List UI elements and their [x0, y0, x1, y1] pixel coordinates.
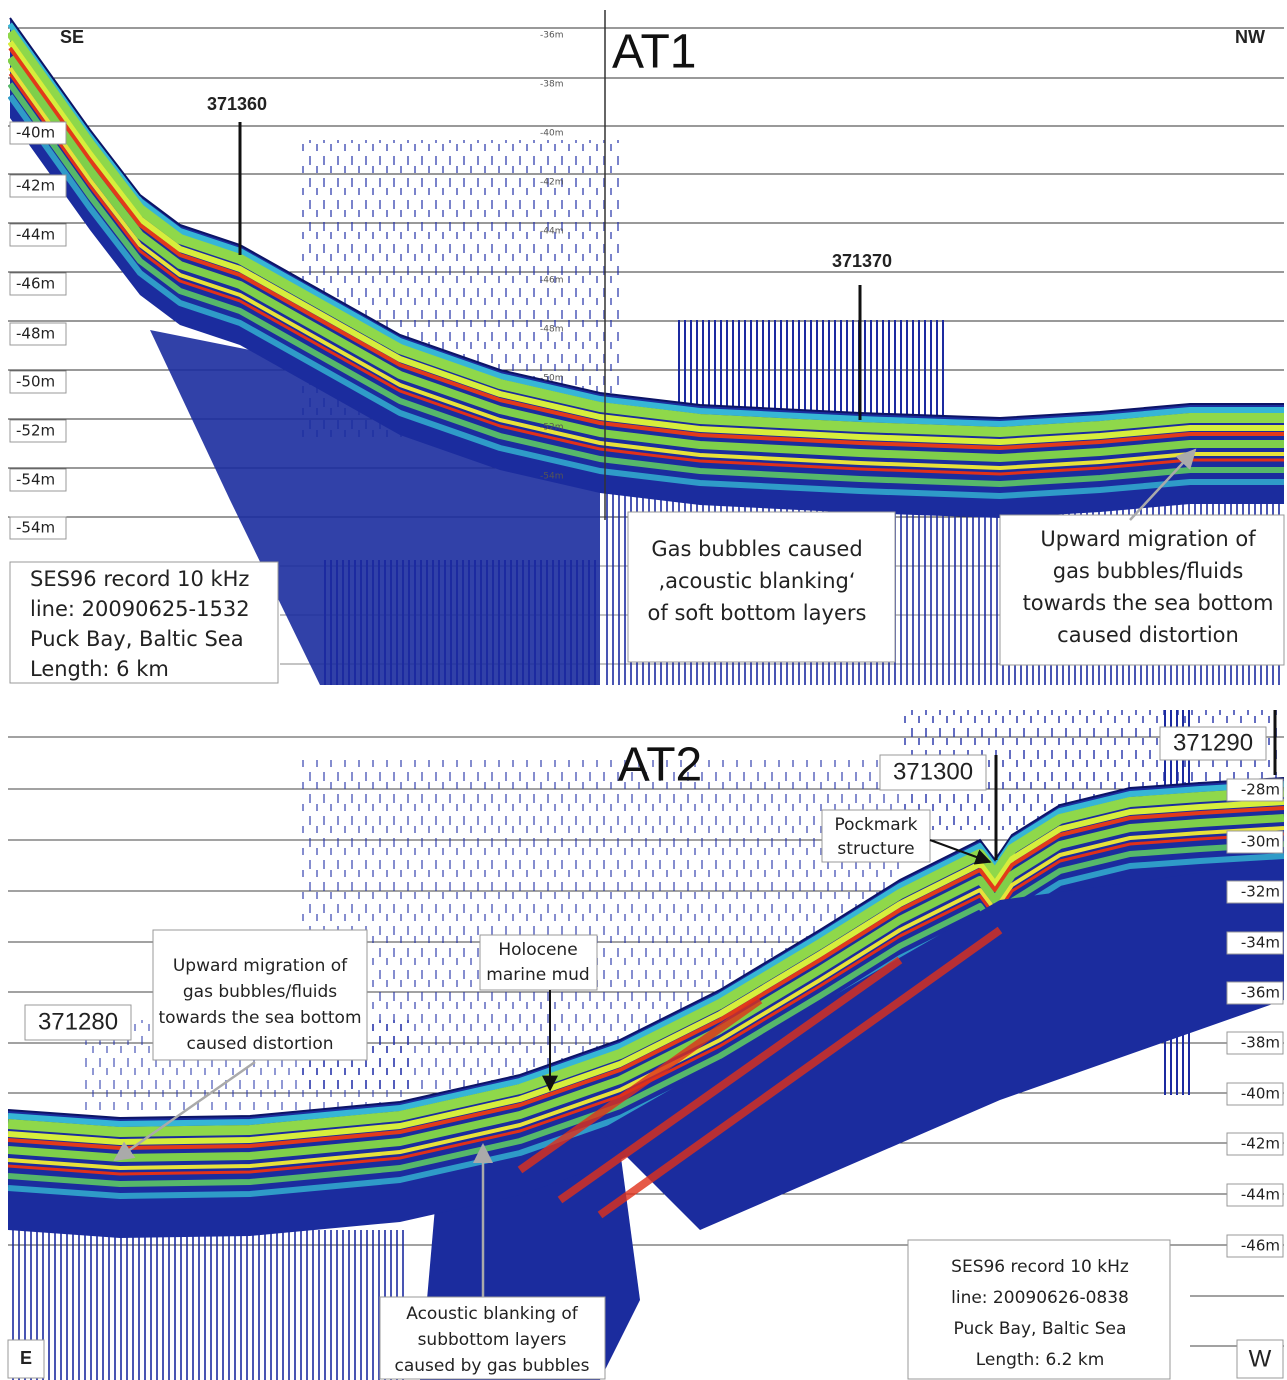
inner-depth-label: -52m [540, 423, 563, 433]
depth-label: -50m [16, 373, 55, 391]
annotation-line: caused distortion [1057, 623, 1239, 647]
marker-label: 371280 [38, 1008, 118, 1035]
annotation-line: Upward migration of [1040, 527, 1256, 551]
panel-title: AT1 [612, 26, 696, 79]
depth-label: -32m [1241, 883, 1280, 901]
depth-label: -42m [16, 177, 55, 195]
depth-label: -40m [1241, 1085, 1280, 1103]
inner-depth-label: -40m [540, 129, 563, 139]
depth-label: -30m [1241, 833, 1280, 851]
annotation-line: Length: 6.2 km [976, 1350, 1105, 1370]
inner-depth-label: -54m [540, 472, 563, 482]
annotation-line: of soft bottom layers [648, 601, 867, 625]
depth-label: -42m [1241, 1135, 1280, 1153]
annotation-line: structure [837, 839, 914, 859]
depth-label: -44m [1241, 1186, 1280, 1204]
inner-depth-label: -46m [540, 276, 563, 286]
depth-label: -34m [1241, 934, 1280, 952]
annotation-line: Acoustic blanking of [406, 1304, 578, 1324]
depth-label: -44m [16, 226, 55, 244]
annotation-line: Puck Bay, Baltic Sea [30, 627, 244, 651]
annotation-line: Gas bubbles caused [651, 537, 862, 561]
annotation-line: caused by gas bubbles [395, 1356, 590, 1376]
depth-label: -46m [16, 275, 55, 293]
depth-label: -46m [1241, 1237, 1280, 1255]
annotation-line: towards the sea bottom [158, 1008, 361, 1028]
annotation-line: gas bubbles/fluids [1053, 559, 1244, 583]
inner-depth-label: -42m [540, 178, 563, 188]
annotation-line: towards the sea bottom [1023, 591, 1274, 615]
annotation-line: Length: 6 km [30, 657, 169, 681]
annotation-line: Puck Bay, Baltic Sea [954, 1319, 1127, 1339]
annotation-line: Pockmark [834, 815, 917, 835]
marker-label: 371290 [1173, 729, 1253, 756]
direction-label: SE [60, 27, 84, 47]
inner-depth-label: -50m [540, 374, 563, 384]
annotation-line: line: 20090625-1532 [30, 597, 250, 621]
blanking [8, 1230, 408, 1380]
annotation-line: gas bubbles/fluids [183, 982, 337, 1002]
figure: -36m -38m -40m -42m -44m -46m -48m -50m -52m -54m… [0, 0, 1287, 1380]
annotation-line: subbottom layers [418, 1330, 567, 1350]
annotation-line: Holocene [498, 940, 577, 960]
annotation-line: marine mud [486, 965, 589, 985]
inner-depth-label: -48m [540, 325, 563, 335]
noise [320, 560, 600, 685]
depth-label: -48m [16, 325, 55, 343]
direction-label: NW [1235, 27, 1265, 47]
panel-title: AT2 [618, 739, 702, 792]
marker-label: 371370 [832, 251, 892, 271]
annotation-line: SES96 record 10 kHz [951, 1257, 1129, 1277]
direction-label: W [1249, 1345, 1272, 1372]
direction-label: E [20, 1348, 32, 1368]
depth-label: -54m [16, 519, 55, 537]
depth-label: -54m [16, 471, 55, 489]
inner-depth-label: -44m [540, 227, 563, 237]
annotation-line: SES96 record 10 kHz [30, 567, 249, 591]
annotation-line: ‚acoustic blanking‘ [658, 569, 855, 593]
depth-label: -40m [16, 124, 55, 142]
depth-label: -38m [1241, 1034, 1280, 1052]
annotation-line: caused distortion [186, 1034, 333, 1054]
annotation-line: line: 20090626-0838 [951, 1288, 1129, 1308]
depth-label: -52m [16, 422, 55, 440]
inner-depth-label: -36m [540, 31, 563, 41]
annotation-line: Upward migration of [173, 956, 348, 976]
depth-label: -36m [1241, 984, 1280, 1002]
marker-label: 371360 [207, 94, 267, 114]
inner-depth-label: -38m [540, 80, 563, 90]
depth-label: -28m [1241, 781, 1280, 799]
marker-label: 371300 [893, 758, 973, 785]
